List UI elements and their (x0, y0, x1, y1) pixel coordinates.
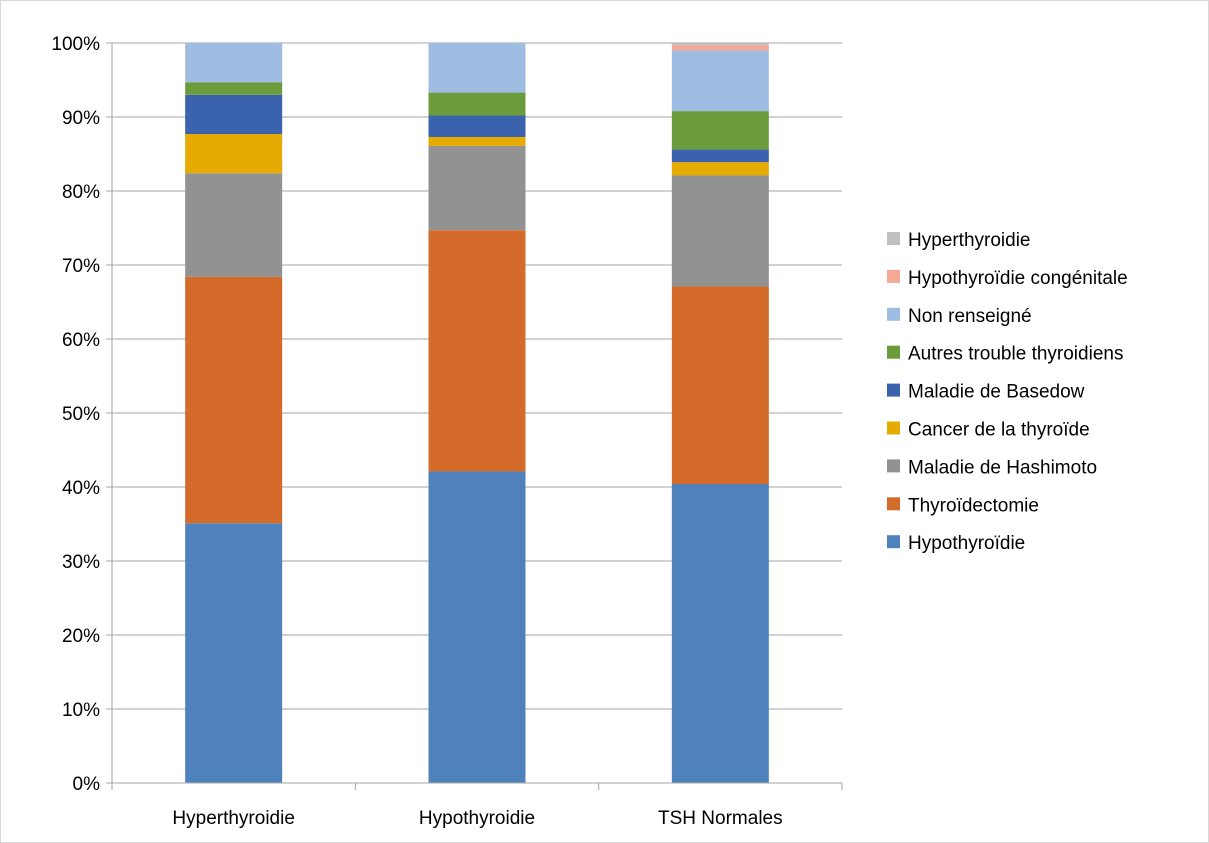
y-tick-label: 100% (51, 34, 100, 55)
legend-swatch-4 (887, 383, 900, 397)
legend-label: Thyroïdectomie (908, 495, 1039, 516)
legend-label: Hyperthyroidie (908, 230, 1031, 251)
bars (185, 43, 769, 783)
bar-segment-2-7 (671, 45, 769, 51)
legend-label: Maladie de Basedow (908, 382, 1085, 403)
legend-swatch-3 (887, 421, 900, 435)
bar-segment-1-6 (428, 43, 526, 93)
bar-segment-0-0 (185, 523, 283, 783)
bar-segment-0-3 (185, 134, 283, 174)
y-tick-label: 40% (62, 478, 100, 499)
y-tick-label: 20% (62, 626, 100, 647)
legend-label: Maladie de Hashimoto (908, 457, 1097, 478)
legend-swatch-7 (887, 269, 900, 283)
bar-segment-2-1 (671, 286, 769, 485)
legend: Hyperthyroidie Hypothyroïdie congénitale N… (887, 230, 1128, 554)
x-tick-label: Hypothyroidie (419, 808, 535, 829)
bar-segment-2-6 (671, 50, 769, 112)
bar-segment-1-4 (428, 115, 526, 137)
bar-segment-1-1 (428, 230, 526, 472)
y-tick-label: 10% (62, 700, 100, 721)
legend-label: Autres trouble thyroidiens (908, 344, 1123, 365)
bar-segment-0-5 (185, 82, 283, 95)
y-tick-label: 90% (62, 108, 100, 129)
bar-segment-0-4 (185, 94, 283, 135)
legend-swatch-5 (887, 345, 900, 359)
bar-segment-2-4 (671, 149, 769, 163)
bar-segment-1-0 (428, 471, 526, 783)
y-tick-label: 70% (62, 256, 100, 277)
x-tick-label: Hyperthyroidie (172, 808, 295, 829)
bar-segment-2-2 (671, 175, 769, 287)
bar-segment-2-3 (671, 162, 769, 176)
legend-swatch-2 (887, 459, 900, 473)
bar-segment-2-0 (671, 484, 769, 783)
legend-swatch-1 (887, 497, 900, 511)
y-tick-label: 50% (62, 404, 100, 425)
legend-label: Hypothyroïdie congénitale (908, 268, 1128, 289)
legend-swatch-8 (887, 232, 900, 245)
bar-segment-1-2 (428, 145, 526, 231)
bar-segment-0-2 (185, 173, 283, 277)
y-tick-label: 80% (62, 182, 100, 203)
legend-label: Hypothyroïdie (908, 533, 1025, 554)
y-tick-label: 0% (73, 774, 101, 795)
legend-label: Non renseigné (908, 306, 1032, 327)
bar-segment-2-8 (671, 43, 769, 46)
legend-swatch-6 (887, 307, 900, 321)
bar-segment-2-5 (671, 111, 769, 150)
legend-swatch-0 (887, 535, 900, 549)
y-tick-label: 60% (62, 330, 100, 351)
bar-segment-1-3 (428, 136, 526, 146)
axes: 0% 10% 20% 30% 40% 50% 60% 70% 80% 90% 100% Hyperth… (51, 34, 843, 829)
x-tick-label: TSH Normales (658, 808, 783, 829)
y-tick-label: 30% (62, 552, 100, 573)
bar-segment-0-6 (185, 43, 283, 83)
bar-segment-1-5 (428, 92, 526, 116)
legend-label: Cancer de la thyroïde (908, 420, 1090, 441)
bar-segment-0-1 (185, 276, 283, 524)
